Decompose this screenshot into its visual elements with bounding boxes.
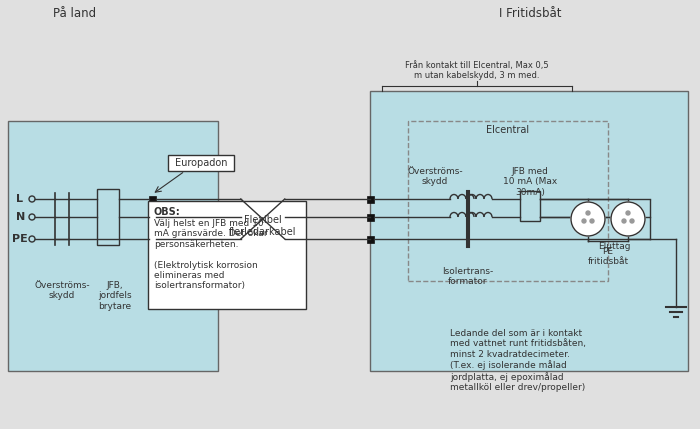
- Text: L: L: [16, 194, 23, 204]
- Text: PE: PE: [12, 234, 28, 244]
- Bar: [8, 121, 218, 371]
- Text: Isolertrans-
formator: Isolertrans- formator: [442, 267, 493, 287]
- Circle shape: [622, 219, 626, 223]
- Circle shape: [590, 219, 594, 223]
- Text: OBS:: OBS:: [154, 207, 181, 217]
- Text: På land: På land: [53, 7, 97, 20]
- Text: Ledande del som är i kontakt
med vattnet runt fritidsbåten,
minst 2 kvadratdecim: Ledande del som är i kontakt med vattnet…: [450, 329, 586, 392]
- Bar: [148, 196, 155, 202]
- Circle shape: [611, 202, 645, 236]
- Text: PE
fritidsbåt: PE fritidsbåt: [587, 247, 629, 266]
- Text: Elcentral: Elcentral: [486, 125, 530, 135]
- Text: JFB,
jordfels
brytare: JFB, jordfels brytare: [98, 281, 132, 311]
- Text: Från kontakt till Elcentral, Max 0,5
m utan kabelskydd, 3 m med.: Från kontakt till Elcentral, Max 0,5 m u…: [405, 60, 549, 80]
- Circle shape: [571, 202, 605, 236]
- Bar: [367, 236, 374, 242]
- Text: Europadon: Europadon: [175, 158, 228, 168]
- Text: JFB med
10 mA (Max
30mA): JFB med 10 mA (Max 30mA): [503, 167, 557, 197]
- Text: N: N: [16, 212, 25, 222]
- Bar: [520, 191, 540, 221]
- Text: Eluttag: Eluttag: [598, 242, 630, 251]
- Bar: [168, 155, 234, 171]
- Circle shape: [630, 219, 634, 223]
- Text: Överströms-
skydd: Överströms- skydd: [34, 281, 90, 300]
- Bar: [148, 236, 155, 242]
- Bar: [97, 189, 119, 245]
- Circle shape: [582, 219, 586, 223]
- Text: Välj helst en JFB med 10
mA gränsvärde. Det ökar
personsäkerheten.

(Elektrolyti: Välj helst en JFB med 10 mA gränsvärde. …: [154, 219, 267, 290]
- Bar: [367, 214, 374, 221]
- Text: I Fritidsbåt: I Fritidsbåt: [498, 7, 561, 20]
- Bar: [370, 91, 688, 371]
- Bar: [408, 121, 608, 281]
- Circle shape: [626, 211, 630, 215]
- Bar: [367, 196, 374, 202]
- Bar: [148, 201, 306, 309]
- Text: Flexibel
flerledarkabel: Flexibel flerledarkabel: [229, 215, 297, 237]
- Circle shape: [586, 211, 590, 215]
- Bar: [148, 214, 155, 221]
- Text: Överströms-
skydd: Överströms- skydd: [407, 167, 463, 186]
